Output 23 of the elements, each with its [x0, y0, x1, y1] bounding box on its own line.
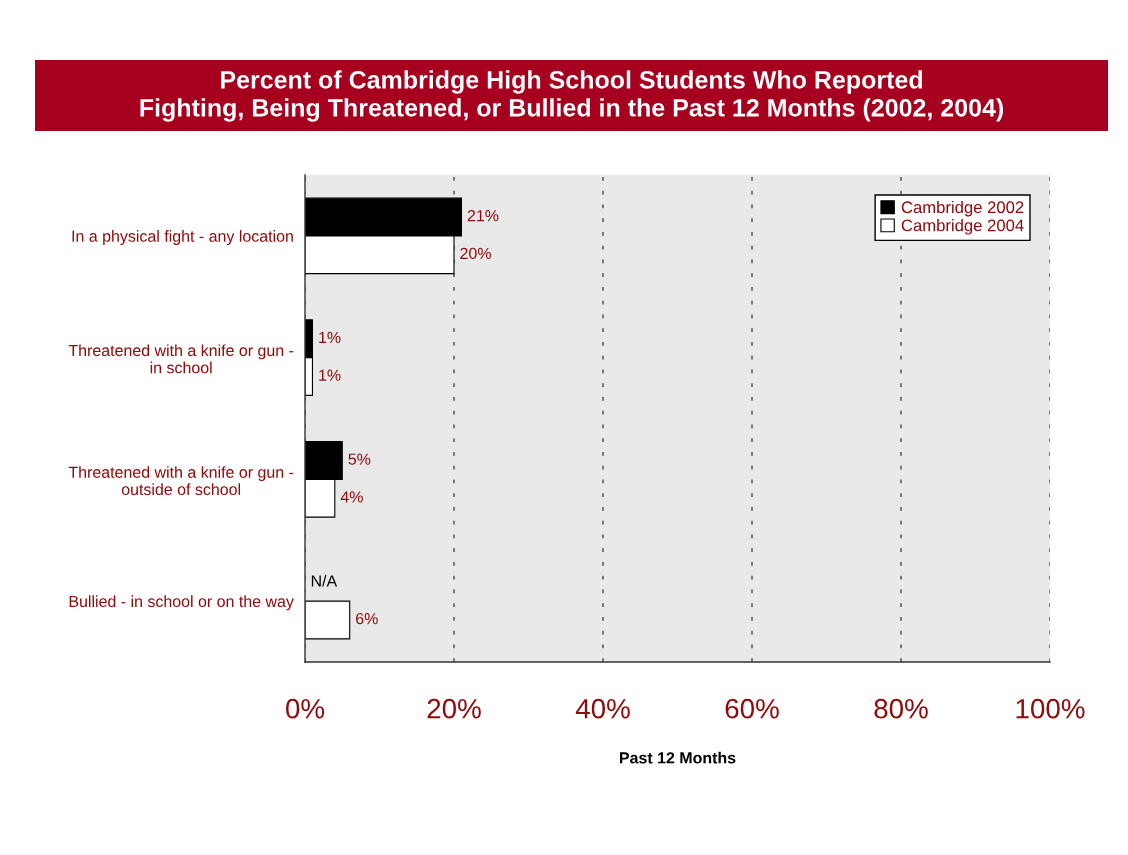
bar	[305, 600, 351, 640]
x-axis-title: Past 12 Months	[620, 751, 736, 764]
x-tick-label: 40%	[575, 698, 630, 719]
legend-label: Cambridge 2004	[901, 219, 1024, 235]
data-label: 6%	[356, 612, 378, 625]
chart-title: Percent of Cambridge High School Students Who Reported Fighting, Being Threatened, or Bullied in the Past 12 Months (2002, 2004)	[140, 70, 1004, 122]
y-tick-label: Threatened with a knife or gun - in school	[68, 344, 294, 374]
data-label: 1%	[319, 331, 341, 343]
data-label: 20%	[460, 247, 491, 260]
y-tick-label: In a physical fight - any location	[72, 230, 293, 245]
x-tick-label: 80%	[874, 698, 928, 719]
x-tick-label: 60%	[725, 698, 779, 719]
x-tick-label: 0%	[286, 698, 325, 719]
data-label: 5%	[348, 453, 371, 465]
data-label: 4%	[340, 491, 363, 503]
y-tick-label: Bullied - in school or on the way	[69, 595, 294, 611]
x-tick-label: 100%	[1016, 698, 1085, 719]
data-label: 21%	[467, 209, 499, 222]
legend-label: Cambridge 2002	[901, 200, 1024, 217]
y-tick-label: Threatened with a knife or gun - outside of school	[68, 466, 294, 496]
x-tick-label: 20%	[427, 698, 481, 719]
text: N/A	[311, 574, 338, 587]
data-label: 1%	[319, 369, 341, 381]
